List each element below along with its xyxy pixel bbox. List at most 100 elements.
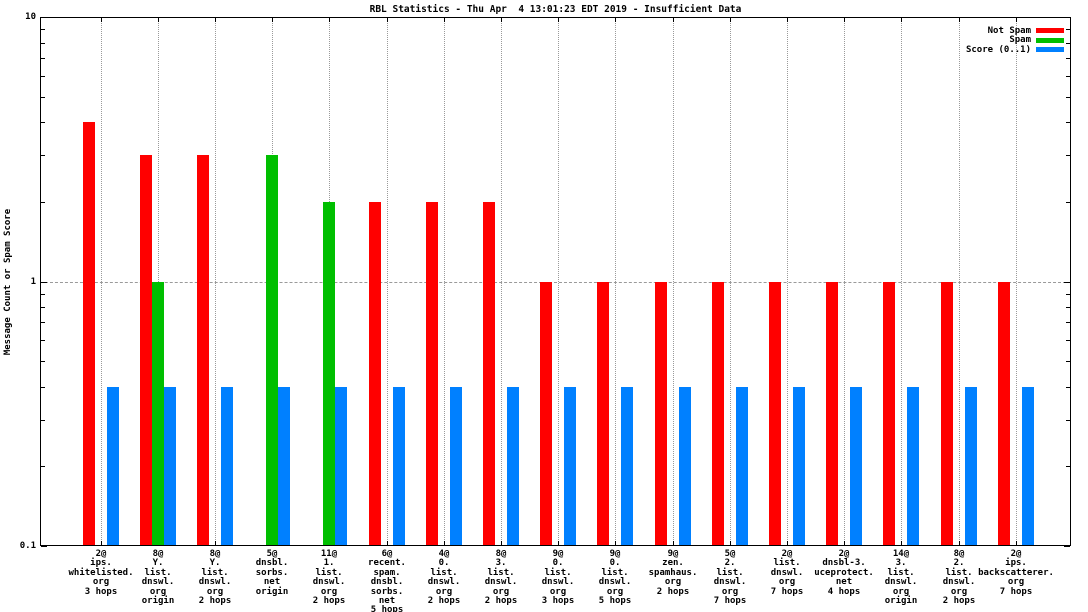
x-tick-top <box>387 18 388 22</box>
y-minor-tick-left <box>41 466 45 467</box>
bar-score-0-1 <box>335 386 347 546</box>
v-gridline <box>615 17 616 546</box>
bar-not-spam <box>369 201 381 546</box>
bar-not-spam <box>998 281 1010 546</box>
bar-not-spam <box>826 281 838 546</box>
bar-not-spam <box>540 281 552 546</box>
x-tick-bottom <box>101 541 102 545</box>
x-tick-bottom <box>615 541 616 545</box>
v-gridline <box>901 17 902 546</box>
x-category-label: 5@ 2. list. dnswl. org 7 hops <box>713 549 747 607</box>
y-tick-label: 10 <box>25 12 36 22</box>
y-tick-label: 0.1 <box>19 541 36 551</box>
x-tick-bottom <box>959 541 960 545</box>
y-minor-tick-right <box>1066 361 1070 362</box>
x-category-label: 8@ 3. list. dnswl. org 2 hops <box>484 549 518 607</box>
y-minor-tick-left <box>41 76 45 77</box>
x-category-label: 6@ recent. spam. dnsbl. sorbs. net 5 hop… <box>368 549 406 612</box>
y-minor-tick-right <box>1066 76 1070 77</box>
y-minor-tick-right <box>1066 340 1070 341</box>
x-tick-top <box>787 18 788 22</box>
chart-title: RBL Statistics - Thu Apr 4 13:01:23 EDT … <box>369 4 742 15</box>
y-minor-tick-right <box>1066 466 1070 467</box>
v-gridline <box>501 17 502 546</box>
bar-score-0-1 <box>679 386 691 546</box>
y-tick-label: 1 <box>30 277 36 287</box>
x-category-label: 8@ 2. list. dnswl. org 2 hops <box>942 549 976 607</box>
x-category-label: 8@ Y. list. dnswl. org origin <box>141 549 175 607</box>
bar-not-spam <box>597 281 609 546</box>
x-tick-bottom <box>215 541 216 545</box>
bar-not-spam <box>83 122 95 546</box>
y-minor-tick-right <box>1066 122 1070 123</box>
x-tick-top <box>444 18 445 22</box>
bar-score-0-1 <box>965 386 977 546</box>
x-category-label: 11@ 1. list. dnswl. org 2 hops <box>312 549 346 607</box>
y-minor-tick-right <box>1066 294 1070 295</box>
x-tick-top <box>329 18 330 22</box>
x-tick-top <box>158 18 159 22</box>
bar-score-0-1 <box>621 386 633 546</box>
x-tick-bottom <box>673 541 674 545</box>
bar-score-0-1 <box>278 386 290 546</box>
v-gridline <box>387 17 388 546</box>
bar-not-spam <box>941 281 953 546</box>
bar-not-spam <box>426 201 438 546</box>
y-minor-tick-left <box>41 122 45 123</box>
v-gridline <box>787 17 788 546</box>
legend-row: Not Spam <box>966 26 1064 36</box>
legend-label: Not Spam <box>987 25 1031 36</box>
y-major-tick-right <box>1064 282 1070 283</box>
legend-row: Score (0..1) <box>966 45 1064 55</box>
legend-row: Spam <box>966 35 1064 46</box>
x-tick-bottom <box>787 541 788 545</box>
bar-score-0-1 <box>164 386 176 546</box>
bar-score-0-1 <box>221 386 233 546</box>
y-minor-tick-left <box>41 97 45 98</box>
y-minor-tick-left <box>41 361 45 362</box>
y-minor-tick-right <box>1066 387 1070 388</box>
y-major-tick-left <box>41 282 47 283</box>
bar-score-0-1 <box>393 386 405 546</box>
bar-score-0-1 <box>1022 386 1034 546</box>
x-category-label: 4@ 0. list. dnswl. org 2 hops <box>427 549 461 607</box>
y-minor-tick-right <box>1066 420 1070 421</box>
bar-spam <box>266 155 278 546</box>
x-tick-top <box>501 18 502 22</box>
y-minor-tick-left <box>41 202 45 203</box>
y-minor-tick-left <box>41 29 45 30</box>
y-minor-tick-left <box>41 58 45 59</box>
y-major-tick-left <box>41 17 47 18</box>
v-gridline <box>101 17 102 546</box>
bar-not-spam <box>883 281 895 546</box>
bar-score-0-1 <box>793 386 805 546</box>
bar-not-spam <box>769 281 781 546</box>
y-minor-tick-left <box>41 340 45 341</box>
h-gridline-1 <box>40 282 1071 283</box>
x-tick-top <box>558 18 559 22</box>
v-gridline <box>215 17 216 546</box>
x-category-label: 2@ dnsbl-3. uceprotect. net 4 hops <box>814 549 874 597</box>
x-tick-bottom <box>901 541 902 545</box>
v-gridline <box>1016 17 1017 546</box>
v-gridline <box>673 17 674 546</box>
bar-score-0-1 <box>736 386 748 546</box>
y-minor-tick-right <box>1066 97 1070 98</box>
y-minor-tick-right <box>1066 307 1070 308</box>
y-minor-tick-left <box>41 322 45 323</box>
bar-not-spam <box>655 281 667 546</box>
legend-label: Spam <box>1009 35 1031 46</box>
x-category-label: 5@ dnsbl. sorbs. net origin <box>255 549 289 597</box>
x-category-label: 2@ list. dnswl. org 7 hops <box>770 549 804 597</box>
x-tick-top <box>1016 18 1017 22</box>
legend: Not Spam Spam Score (0..1) <box>966 26 1064 55</box>
y-minor-tick-right <box>1066 322 1070 323</box>
x-category-label: 9@ zen. spamhaus. org 2 hops <box>648 549 698 597</box>
y-minor-tick-left <box>41 294 45 295</box>
v-gridline <box>558 17 559 546</box>
x-category-label: 2@ ips. backscatterer. org 7 hops <box>978 549 1054 597</box>
x-tick-bottom <box>501 541 502 545</box>
y-minor-tick-left <box>41 420 45 421</box>
bar-score-0-1 <box>850 386 862 546</box>
x-tick-top <box>215 18 216 22</box>
